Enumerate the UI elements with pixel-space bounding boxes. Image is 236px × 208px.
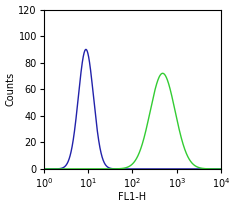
Y-axis label: Counts: Counts: [6, 72, 16, 106]
X-axis label: FL1-H: FL1-H: [118, 192, 147, 202]
